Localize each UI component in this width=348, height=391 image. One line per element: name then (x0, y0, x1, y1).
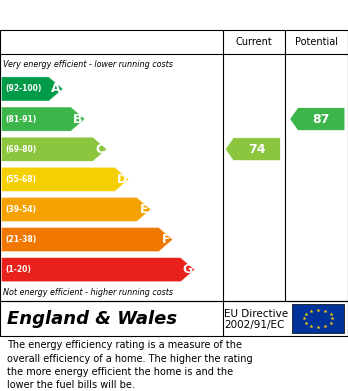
Text: B: B (73, 113, 82, 126)
Text: 74: 74 (248, 143, 266, 156)
Text: (55-68): (55-68) (6, 175, 37, 184)
Text: Not energy efficient - higher running costs: Not energy efficient - higher running co… (3, 289, 173, 298)
Text: A: A (51, 83, 61, 95)
Text: Current: Current (236, 37, 272, 47)
Polygon shape (1, 77, 63, 101)
Text: (69-80): (69-80) (6, 145, 37, 154)
Polygon shape (1, 197, 151, 221)
Text: EU Directive: EU Directive (224, 309, 288, 319)
Text: (92-100): (92-100) (6, 84, 42, 93)
Text: E: E (140, 203, 148, 216)
Text: G: G (183, 263, 193, 276)
Polygon shape (1, 107, 85, 131)
Polygon shape (1, 228, 173, 251)
Polygon shape (1, 167, 129, 191)
Text: D: D (117, 173, 127, 186)
Text: The energy efficiency rating is a measure of the
overall efficiency of a home. T: The energy efficiency rating is a measur… (7, 341, 253, 390)
Text: C: C (95, 143, 104, 156)
Bar (292, 304, 344, 333)
Text: Very energy efficient - lower running costs: Very energy efficient - lower running co… (3, 60, 173, 69)
Text: (1-20): (1-20) (6, 265, 31, 274)
Text: Potential: Potential (295, 37, 338, 47)
Polygon shape (1, 258, 195, 282)
Text: F: F (161, 233, 170, 246)
Text: (81-91): (81-91) (6, 115, 37, 124)
Text: (21-38): (21-38) (6, 235, 37, 244)
Text: 2002/91/EC: 2002/91/EC (224, 320, 285, 330)
Polygon shape (1, 137, 107, 161)
Polygon shape (290, 108, 345, 131)
Polygon shape (225, 138, 280, 161)
Text: England & Wales: England & Wales (7, 310, 177, 328)
Text: (39-54): (39-54) (6, 205, 37, 214)
Text: 87: 87 (313, 113, 330, 126)
Text: Energy Efficiency Rating: Energy Efficiency Rating (7, 7, 217, 23)
